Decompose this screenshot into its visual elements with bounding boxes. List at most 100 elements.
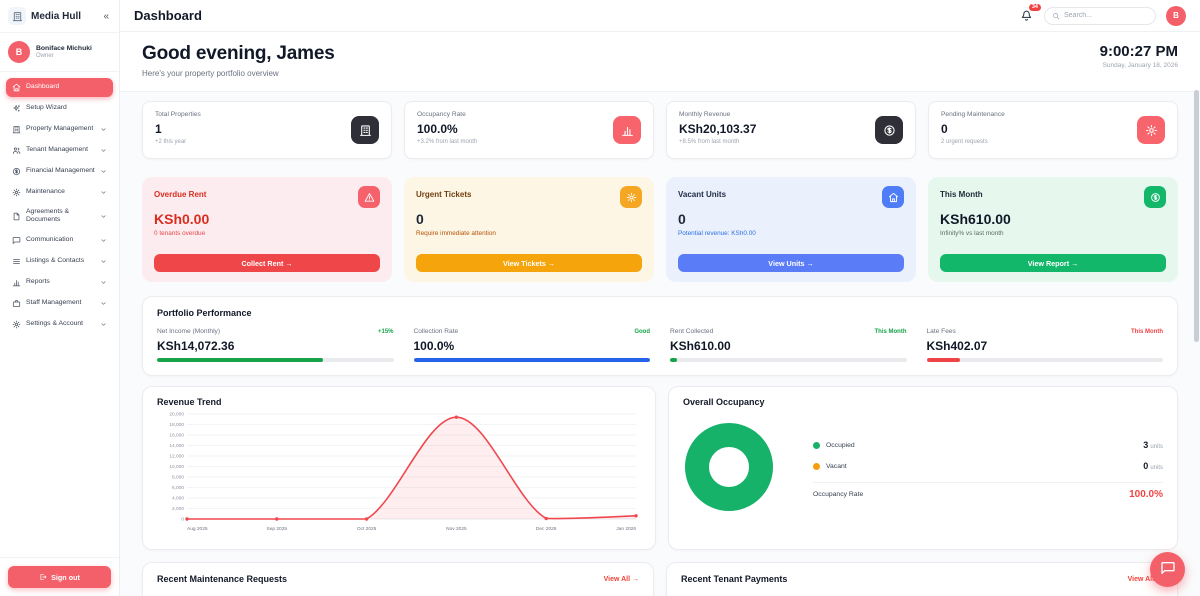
chevron-down-icon xyxy=(100,126,107,133)
portfolio-title: Portfolio Performance xyxy=(157,308,252,318)
recent-maintenance-card: Recent Maintenance Requests View All → xyxy=(142,562,654,596)
legend-label: Occupied xyxy=(826,441,855,449)
svg-text:18,000: 18,000 xyxy=(169,422,184,428)
this-month-button[interactable]: View Report → xyxy=(940,254,1166,272)
metric-value: KSh402.07 xyxy=(926,339,988,353)
occupancy-card: Overall Occupancy Occupied 3 units Vacant 0 u… xyxy=(668,386,1178,550)
revenue-trend-card: Revenue Trend 0 2,000 4,000 6,000 8,000 10,00… xyxy=(142,386,656,550)
metric-progress-fill xyxy=(157,358,323,362)
sidebar-user[interactable]: B Boniface Michuki Owner xyxy=(0,33,119,72)
sidebar-item-reports[interactable]: Reports xyxy=(6,273,113,292)
overdue-rent-button[interactable]: Collect Rent → xyxy=(154,254,380,272)
svg-text:Dec 2025: Dec 2025 xyxy=(536,526,557,532)
clock-time: 9:00:27 PM xyxy=(1099,43,1178,60)
sidebar-item-agreements-documents[interactable]: Agreements & Documents xyxy=(6,204,113,229)
svg-text:2,000: 2,000 xyxy=(172,506,184,512)
clock: 9:00:27 PM Sunday, January 18, 2026 xyxy=(1100,43,1178,69)
gear-icon xyxy=(12,188,21,197)
metric-tag: This Month xyxy=(874,329,907,335)
action-value: 0 xyxy=(416,211,424,227)
greeting-section: Good evening, James Here's your property… xyxy=(120,32,1200,92)
maintenance-view-all-link[interactable]: View All → xyxy=(603,575,639,583)
action-subtext: 0 tenants overdue xyxy=(154,230,206,237)
chevron-down-icon xyxy=(100,237,107,244)
user-name: Boniface Michuki xyxy=(36,45,92,52)
legend-value: 0 units xyxy=(1143,461,1163,471)
metric-progress-track xyxy=(926,358,1163,362)
metric-progress-fill xyxy=(413,358,650,362)
sidebar-item-setup-wizard[interactable]: Setup Wizard xyxy=(6,99,113,118)
stat-card-monthly-revenue: Monthly Revenue KSh20,103.37 +8.5% from la… xyxy=(666,101,916,159)
chart-icon xyxy=(12,278,21,287)
notification-badge: 34 xyxy=(1028,3,1041,11)
sidebar-item-listings-contacts[interactable]: Listings & Contacts xyxy=(6,252,113,271)
sidebar-item-communication[interactable]: Communication xyxy=(6,231,113,250)
search-input[interactable] xyxy=(1064,12,1148,19)
payments-view-all-link[interactable]: View All → xyxy=(1127,575,1163,583)
stat-value: KSh20,103.37 xyxy=(679,122,757,136)
sidebar-item-label: Financial Management xyxy=(26,167,95,175)
action-subtext: Infinity% vs last month xyxy=(940,230,1004,237)
home-icon xyxy=(882,186,904,208)
sidebar-item-property-management[interactable]: Property Management xyxy=(6,120,113,139)
chevron-down-icon xyxy=(100,168,107,175)
sidebar-item-dashboard[interactable]: Dashboard xyxy=(6,78,113,97)
stat-subtext: 2 urgent requests xyxy=(941,139,988,145)
action-value: KSh0.00 xyxy=(154,211,210,227)
sidebar-item-label: Listings & Contacts xyxy=(26,257,85,265)
sidebar-item-maintenance[interactable]: Maintenance xyxy=(6,183,113,202)
legend-row-vacant: Vacant 0 units xyxy=(813,456,1163,477)
sidebar-item-financial-management[interactable]: Financial Management xyxy=(6,162,113,181)
sidebar-item-tenant-management[interactable]: Tenant Management xyxy=(6,141,113,160)
vacant-units-button[interactable]: View Units → xyxy=(678,254,904,272)
action-cards-row: Overdue Rent KSh0.00 0 tenants overdue Coll… xyxy=(142,177,1178,282)
svg-text:4,000: 4,000 xyxy=(172,496,184,502)
metric-progress-fill xyxy=(926,358,960,362)
stat-label: Occupancy Rate xyxy=(417,111,466,118)
occupancy-rate-row: Occupancy Rate 100.0% xyxy=(813,489,1163,500)
stat-subtext: +3.2% from last month xyxy=(417,139,478,145)
search-icon xyxy=(1052,12,1060,20)
notifications-button[interactable]: 34 xyxy=(1020,3,1041,23)
occupancy-donut-chart xyxy=(685,423,773,511)
legend-label: Vacant xyxy=(826,462,847,470)
action-value: 0 xyxy=(678,211,686,227)
sign-out-label: Sign out xyxy=(51,572,80,582)
stat-card-total-properties: Total Properties 1 +2 this year xyxy=(142,101,392,159)
stat-label: Total Properties xyxy=(155,111,201,118)
chat-fab-button[interactable] xyxy=(1150,552,1185,587)
sparkles-icon xyxy=(12,104,21,113)
sidebar-item-label: Property Management xyxy=(26,125,94,133)
action-subtext: Require immediate attention xyxy=(416,230,496,237)
action-card-urgent-tickets: Urgent Tickets 0 Require immediate attenti… xyxy=(404,177,654,282)
metric-progress-fill xyxy=(670,358,678,362)
sidebar-item-label: Setup Wizard xyxy=(26,104,67,112)
gear-icon xyxy=(12,320,21,329)
metric-label: Late Fees xyxy=(926,328,956,335)
header-avatar[interactable]: B xyxy=(1166,5,1186,26)
metric-label: Net Income (Monthly) xyxy=(157,328,221,335)
chevron-down-icon xyxy=(100,213,107,220)
stat-label: Pending Maintenance xyxy=(941,111,1005,118)
bell-icon xyxy=(1020,9,1033,23)
action-title: This Month xyxy=(940,190,983,199)
chevron-down-icon xyxy=(100,279,107,286)
gear-icon xyxy=(620,186,642,208)
sidebar-item-settings-account[interactable]: Settings & Account xyxy=(6,315,113,334)
svg-text:0: 0 xyxy=(181,517,184,523)
urgent-tickets-button[interactable]: View Tickets → xyxy=(416,254,642,272)
sign-out-button[interactable]: Sign out xyxy=(8,566,111,588)
recent-payments-title: Recent Tenant Payments xyxy=(681,574,788,584)
metric-value: 100.0% xyxy=(413,339,455,353)
occupancy-rate-value: 100.0% xyxy=(1129,488,1163,500)
collapse-sidebar-icon[interactable]: « xyxy=(103,10,109,22)
sidebar-nav: Dashboard Setup Wizard Property Management… xyxy=(0,72,119,334)
svg-text:Aug 2025: Aug 2025 xyxy=(187,526,208,532)
stat-subtext: +2 this year xyxy=(155,139,187,145)
scrollbar-thumb[interactable] xyxy=(1194,90,1199,342)
legend-dot xyxy=(813,441,820,449)
chevron-down-icon xyxy=(100,258,107,265)
sidebar-item-staff-management[interactable]: Staff Management xyxy=(6,294,113,313)
stat-value: 1 xyxy=(155,122,162,136)
